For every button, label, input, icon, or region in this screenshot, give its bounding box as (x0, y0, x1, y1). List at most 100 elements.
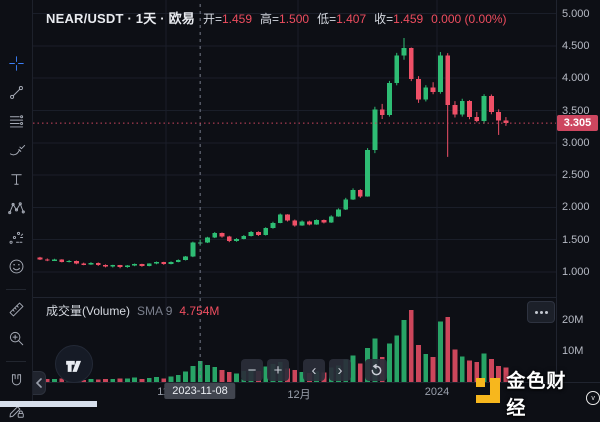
candle-body (394, 55, 400, 84)
jinse-watermark-text: 金色财经 (506, 371, 567, 419)
candle-body (183, 256, 188, 261)
volume-tick-label: 10M (562, 345, 584, 357)
time-tick-label: 11 (157, 386, 169, 398)
symbol-title[interactable]: NEAR/USDT · 1天 · 欧易 (46, 11, 195, 26)
drawing-toolbar (0, 0, 32, 418)
magnet-tool-button[interactable] (4, 369, 28, 393)
candle-body (292, 220, 298, 226)
pane-more-options-button[interactable] (527, 301, 555, 323)
measure-icon (9, 302, 23, 316)
price-tick-label: 1.000 (562, 266, 590, 278)
candle-body (343, 199, 349, 210)
toolbar-section-divider (6, 361, 26, 362)
emoji-tool-button[interactable] (4, 254, 28, 278)
candle-body (212, 233, 218, 238)
volume-bar (226, 372, 232, 382)
trend-line-tool-button[interactable] (4, 80, 28, 104)
brush-tool-button[interactable] (4, 138, 28, 162)
zoom-out-button[interactable]: − (241, 359, 263, 381)
volume-bar (357, 363, 363, 382)
time-axis-border (33, 382, 600, 383)
volume-bar (124, 378, 130, 382)
volume-bar (408, 310, 414, 382)
tradingview-logo[interactable] (55, 345, 93, 383)
candle-body (503, 120, 509, 124)
candle-body (365, 149, 370, 197)
jinse-logo-icon (476, 377, 502, 410)
toolbar-collapse-button[interactable] (33, 371, 46, 395)
candle-body (66, 260, 72, 263)
volume-bar (438, 321, 443, 382)
candle-body (438, 55, 443, 92)
volume-bar (394, 335, 400, 382)
volume-bar (292, 370, 298, 382)
candle-body (139, 264, 145, 266)
volume-bar (474, 361, 480, 382)
candle-body (372, 109, 378, 150)
toolbar-divider (32, 0, 33, 407)
price-tick-label: 4.000 (562, 72, 590, 85)
volume-bar (205, 364, 210, 382)
chevron-left-icon (35, 378, 42, 388)
price-axis[interactable]: 5.000 4.500 4.000 3.500 3.000 2.500 2.000 1.500… (557, 0, 600, 382)
candle-body (314, 220, 320, 225)
volume-bar (445, 316, 451, 382)
reset-icon (371, 363, 381, 375)
candle-body (88, 262, 94, 265)
candle-body (103, 265, 108, 267)
fib-retracement-tool-button[interactable] (4, 109, 28, 133)
crosshair-tool-button[interactable] (4, 51, 28, 75)
volume-bar (44, 379, 50, 382)
volume-bar (430, 357, 436, 382)
text-tool-button[interactable] (4, 167, 28, 191)
candle-body (146, 263, 152, 266)
candle-body (161, 262, 167, 264)
volume-tick-label: 20M (562, 314, 584, 326)
zoom-in-button[interactable]: + (267, 359, 289, 381)
candle-body (379, 109, 385, 115)
forecast-icon (9, 231, 23, 244)
time-axis[interactable]: 11 2023-11-08 12月 2024 (33, 383, 556, 401)
price-tick-label: 1.500 (562, 233, 590, 246)
price-tick-label: 2.500 (562, 169, 590, 182)
ohlc-high: 高=1.500 (260, 12, 310, 26)
candle-body (496, 112, 502, 121)
candle-body (321, 220, 327, 223)
candle-body (154, 262, 159, 264)
candle-body (256, 231, 261, 236)
candle-body (408, 47, 414, 79)
magnet-icon (11, 373, 21, 385)
candle-body (59, 259, 65, 262)
trend-line-icon (9, 85, 23, 99)
scroll-left-button[interactable]: ‹ (303, 359, 325, 381)
symbol-header: NEAR/USDT · 1天 · 欧易 开=1.459 高=1.500 低=1.… (46, 8, 507, 27)
candle-body (401, 47, 407, 56)
candle-body (416, 78, 421, 100)
candle-body (132, 264, 138, 266)
measure-tool-button[interactable] (4, 297, 28, 321)
chart-canvas[interactable] (33, 0, 556, 382)
forecast-tool-button[interactable] (4, 225, 28, 249)
candle-body (474, 116, 480, 122)
volume-sma-label: SMA 9 (137, 304, 173, 318)
candle-body (110, 265, 116, 267)
volume-bar (401, 320, 407, 382)
volume-indicator-label[interactable]: 成交量(Volume) (46, 304, 131, 318)
emoji-icon (9, 259, 23, 273)
tradingview-logo-icon (66, 360, 82, 372)
reset-view-button[interactable] (365, 359, 387, 381)
candle-body (44, 259, 50, 261)
price-tick-label: 4.500 (562, 39, 590, 52)
volume-bar (175, 375, 181, 382)
candle-body (270, 222, 276, 229)
candle-body (459, 100, 465, 115)
zoom-in-tool-button[interactable] (4, 326, 28, 350)
candle-body (241, 235, 247, 239)
time-tick-label: 12月 (287, 389, 311, 401)
scroll-right-button[interactable]: › (329, 359, 351, 381)
volume-bar (132, 377, 138, 382)
xabcd-pattern-tool-button[interactable] (4, 196, 28, 220)
volume-bar (154, 377, 159, 382)
volume-bar (95, 379, 101, 382)
